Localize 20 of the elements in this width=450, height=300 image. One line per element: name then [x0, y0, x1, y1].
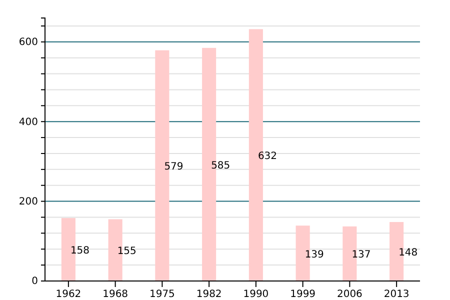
y-tick-label: 600: [18, 37, 38, 48]
x-tick-label: 1990: [243, 289, 269, 300]
x-tick-label: 1962: [56, 289, 82, 300]
data-label: 155: [117, 246, 136, 258]
x-tick-label: 1975: [149, 289, 175, 300]
x-tick-label: 1999: [290, 289, 316, 300]
x-tick-label: 1982: [196, 289, 222, 300]
data-label: 148: [398, 248, 418, 259]
data-label: 579: [164, 162, 184, 173]
x-tick-label: 1968: [102, 289, 128, 300]
data-label: 585: [211, 160, 230, 172]
data-label: 139: [304, 249, 324, 260]
y-tick-label: 0: [32, 276, 38, 288]
data-label: 137: [352, 250, 371, 261]
x-tick-label: 2006: [336, 289, 362, 300]
x-tick-label: 2013: [384, 289, 410, 300]
y-tick-label: 400: [18, 116, 38, 128]
y-tick-label: 200: [18, 196, 38, 208]
data-label: 632: [258, 151, 278, 162]
data-label: 158: [70, 246, 90, 257]
